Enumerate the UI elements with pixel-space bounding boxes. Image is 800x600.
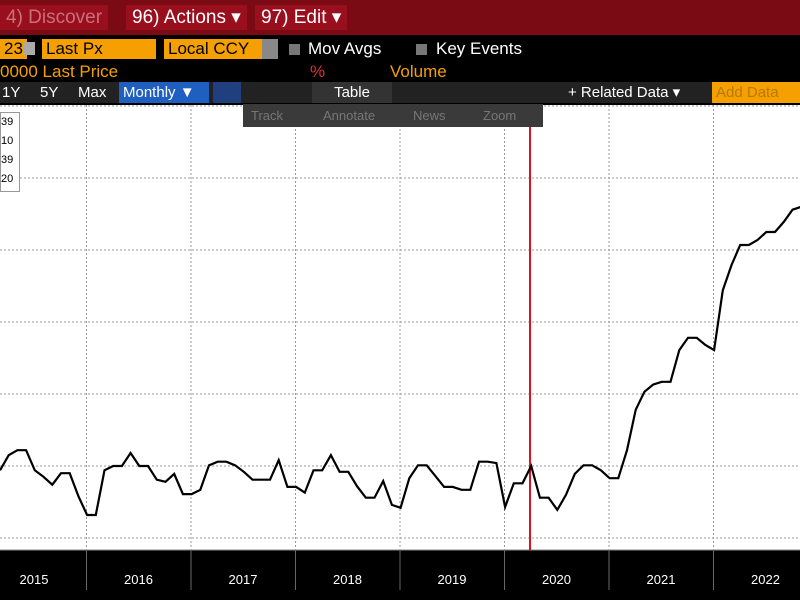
range-max[interactable]: Max (78, 84, 107, 101)
chart-tools: Track Annotate News Zoom (243, 104, 543, 127)
annotate-tool[interactable]: Annotate (323, 108, 376, 123)
zoom-tool[interactable]: Zoom (483, 108, 517, 123)
range-5y[interactable]: 5Y (40, 84, 59, 101)
key-events-label[interactable]: Key Events (436, 39, 522, 58)
x-tick-label: 2022 (751, 572, 780, 587)
news-tool[interactable]: News (413, 108, 446, 123)
related-data-button[interactable]: + Related Data ▾ (568, 84, 681, 101)
line-chart-icon[interactable] (213, 82, 241, 103)
currency-field[interactable]: Local CCY (164, 39, 268, 59)
frequency-dropdown[interactable]: Monthly ▼ (119, 82, 209, 103)
x-tick-label: 2017 (229, 572, 258, 587)
price-line (0, 206, 800, 517)
date-field[interactable]: 23 (0, 39, 27, 59)
range-1y[interactable]: 1Y (2, 84, 21, 101)
currency-dropdown[interactable] (262, 39, 278, 59)
last-price-legend: 0000 Last Price (0, 62, 119, 81)
add-data-field[interactable]: Add Data (712, 82, 800, 103)
x-tick-label: 2018 (333, 572, 362, 587)
legend-value: 10 (1, 135, 14, 147)
mov-avgs-label[interactable]: Mov Avgs (308, 39, 382, 58)
x-tick-label: 2016 (124, 572, 153, 587)
plot-area (0, 105, 800, 550)
legend-value: 39 (1, 116, 14, 128)
volume-legend: Volume (390, 62, 447, 81)
table-button[interactable]: Table (312, 82, 392, 103)
checkbox[interactable] (416, 44, 427, 55)
legend-box: 39 10 39 20 (0, 112, 20, 192)
price-field[interactable]: Last Px (42, 39, 156, 59)
x-tick-label: 2015 (20, 572, 49, 587)
track-tool[interactable]: Track (251, 108, 284, 123)
calendar-icon[interactable] (24, 42, 35, 55)
legend-value: 20 (1, 173, 14, 185)
legend-value: 39 (1, 154, 14, 166)
discover-button[interactable]: 4) Discover (0, 5, 109, 30)
actions-button[interactable]: 96) Actions ▾ (126, 5, 247, 30)
percent-legend: % (310, 62, 326, 81)
edit-button[interactable]: 97) Edit ▾ (255, 5, 348, 30)
x-tick-label: 2019 (438, 572, 467, 587)
x-tick-label: 2021 (647, 572, 676, 587)
checkbox[interactable] (289, 44, 300, 55)
x-tick-label: 2020 (542, 572, 571, 587)
